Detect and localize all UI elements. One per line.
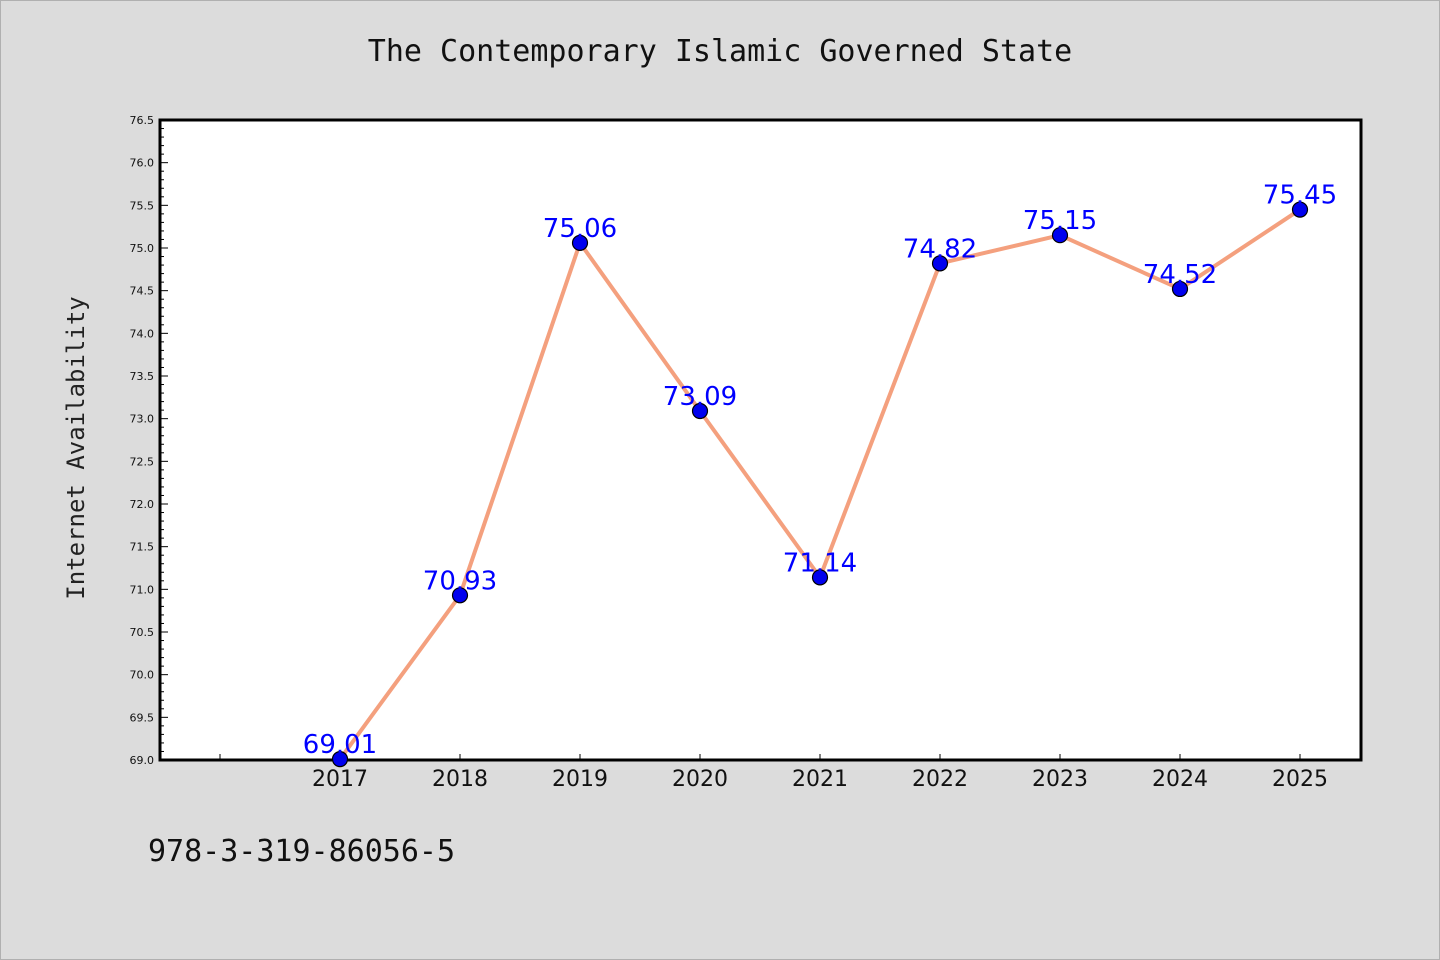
y-tick-label: 71.0 [130, 583, 155, 596]
y-tick-label: 69.0 [130, 754, 155, 767]
data-label: 73.09 [663, 382, 737, 412]
x-tick-label: 2023 [1032, 767, 1088, 792]
y-tick-label: 75.5 [130, 199, 155, 212]
data-label: 75.06 [543, 214, 617, 244]
data-labels: 69.01 70.93 75.06 73.09 71.14 74.82 75.15 74.52… [303, 181, 1337, 761]
data-point [1171, 280, 1189, 298]
data-point [811, 569, 829, 586]
data-point [451, 587, 469, 604]
data-label: 69.01 [303, 730, 377, 760]
y-tick-label: 76.0 [130, 157, 155, 170]
y-tick-label: 75.0 [130, 242, 155, 255]
y-tick-label: 73.0 [130, 413, 155, 426]
x-tick-label: 2018 [432, 767, 488, 792]
data-point [931, 255, 949, 272]
data-point [1291, 201, 1309, 218]
plot-area [158, 118, 1363, 762]
data-point [1051, 227, 1069, 244]
chart-title: The Contemporary Islamic Governed State [367, 34, 1073, 69]
y-tick-label: 72.5 [130, 455, 155, 468]
data-label: 74.52 [1143, 260, 1217, 290]
data-label: 71.14 [783, 548, 857, 578]
y-tick-label: 69.5 [130, 711, 155, 724]
data-label: 70.93 [423, 566, 497, 596]
x-tick-label: 2020 [672, 767, 728, 792]
y-tick-label: 72.0 [130, 498, 155, 511]
x-tick-label: 2021 [792, 767, 848, 792]
axis-ticks: 69.0 69.5 70.0 70.5 71.0 71.5 72.0 72.5 73.0 73.5… [130, 114, 1329, 792]
y-tick-label: 70.5 [130, 626, 155, 639]
x-tick-label: 2022 [912, 767, 968, 792]
data-label: 74.82 [903, 234, 977, 264]
data-point [691, 402, 709, 420]
data-point [571, 234, 589, 251]
y-tick-label: 74.5 [130, 285, 155, 298]
y-tick-label: 74.0 [130, 327, 155, 340]
x-tick-label: 2019 [552, 767, 608, 792]
y-tick-label: 71.5 [130, 541, 155, 554]
x-tick-label: 2017 [312, 767, 368, 792]
footer-code: 978-3-319-86056-5 [148, 834, 456, 869]
y-tick-label: 73.5 [130, 370, 155, 383]
y-tick-label: 76.5 [130, 114, 155, 127]
y-tick-label: 70.0 [130, 669, 155, 682]
data-label: 75.45 [1263, 181, 1337, 211]
data-point [331, 751, 349, 768]
x-tick-label: 2024 [1152, 767, 1208, 792]
x-tick-label: 2025 [1272, 767, 1328, 792]
data-label: 75.15 [1023, 206, 1097, 236]
series-markers [331, 201, 1309, 768]
